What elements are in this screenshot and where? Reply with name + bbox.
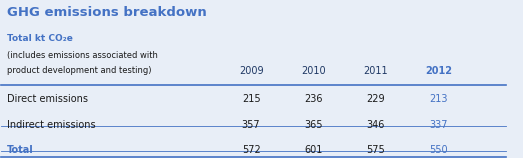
Text: Direct emissions: Direct emissions: [7, 94, 87, 104]
Text: GHG emissions breakdown: GHG emissions breakdown: [7, 6, 207, 19]
Text: 575: 575: [367, 146, 385, 155]
Text: 2012: 2012: [425, 66, 452, 76]
Text: 236: 236: [304, 94, 323, 104]
Text: 229: 229: [367, 94, 385, 104]
Text: 572: 572: [242, 146, 260, 155]
Text: 357: 357: [242, 120, 260, 130]
Text: 2011: 2011: [363, 66, 388, 76]
Text: Total: Total: [7, 146, 33, 155]
Text: 346: 346: [367, 120, 385, 130]
Text: 550: 550: [429, 146, 448, 155]
Text: 213: 213: [429, 94, 448, 104]
Text: product development and testing): product development and testing): [7, 66, 151, 75]
Text: 2009: 2009: [239, 66, 264, 76]
Text: Indirect emissions: Indirect emissions: [7, 120, 95, 130]
Text: (includes emissions associated with: (includes emissions associated with: [7, 51, 157, 60]
Text: 337: 337: [429, 120, 448, 130]
Text: 215: 215: [242, 94, 260, 104]
Text: Total kt CO₂e: Total kt CO₂e: [7, 34, 73, 43]
Text: 2010: 2010: [301, 66, 326, 76]
Text: 365: 365: [304, 120, 323, 130]
Text: 601: 601: [304, 146, 323, 155]
